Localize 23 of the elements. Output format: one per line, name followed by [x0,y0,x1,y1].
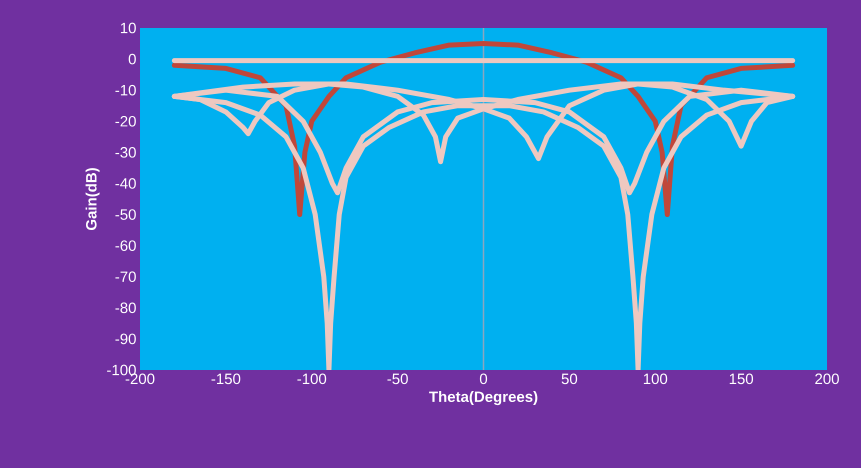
y-tick-label: -100 [107,364,136,376]
x-tick-label: -150 [212,374,240,384]
y-tick-label: -60 [115,240,136,251]
y-tick-label: -40 [115,178,136,189]
x-tick-label: -200 [126,374,154,384]
x-axis-title: Theta(Degrees) [429,391,538,406]
y-tick-label: -70 [115,271,136,282]
x-tick-label: 150 [730,374,754,384]
y-tick-label: -20 [115,116,136,127]
x-tick-label: 50 [562,374,578,384]
x-tick-label: -50 [387,374,408,384]
y-tick-label: -50 [115,209,136,220]
y-tick-label: 0 [128,54,136,64]
x-tick-label: 0 [480,374,488,384]
y-tick-label: -10 [115,84,136,96]
y-tick-label: -30 [115,147,136,158]
x-tick-label: 100 [644,374,668,384]
x-tick-label: -100 [297,374,326,384]
y-tick-label: -90 [115,334,136,344]
y-axis-title: Gain(dB) [86,168,100,230]
y-tick-label: 10 [120,22,136,34]
y-tick-label: -80 [115,302,136,314]
x-tick-label: 200 [815,374,839,384]
